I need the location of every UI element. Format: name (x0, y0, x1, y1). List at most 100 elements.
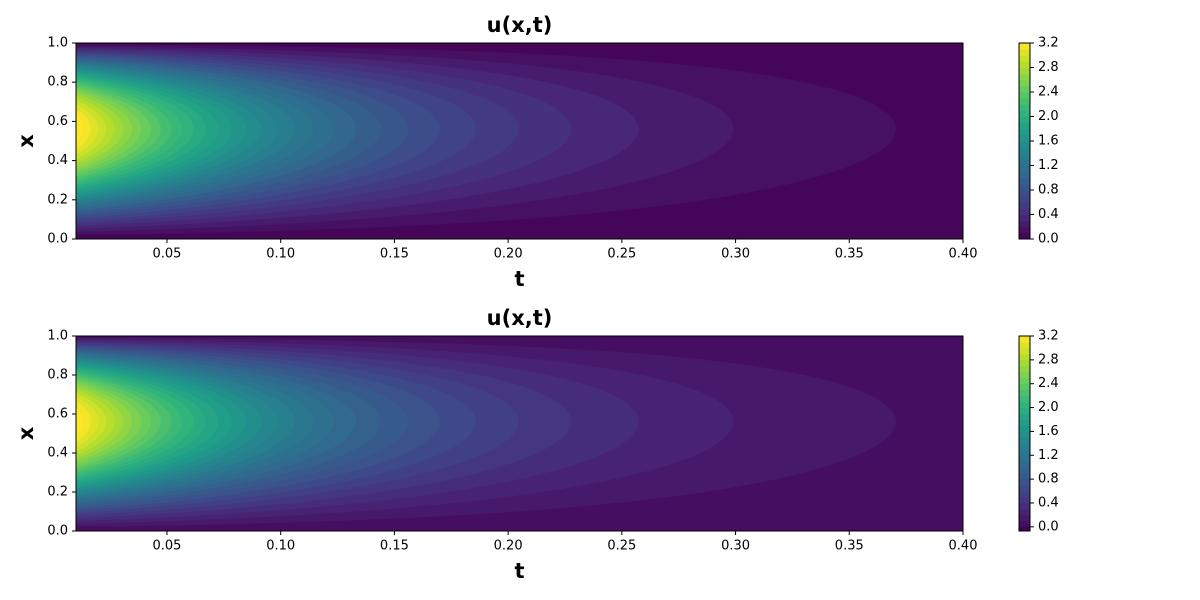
x-tick-label: 0.40 (949, 247, 978, 262)
colorbar-tick-label: 0.8 (1038, 472, 1059, 487)
colorbar-band (1019, 61, 1030, 68)
colorbar-band (1019, 73, 1030, 81)
colorbar-frame (1018, 335, 1031, 532)
x-tick-label: 0.15 (380, 539, 409, 554)
colorbar-band (1019, 425, 1030, 432)
x-tick-label: 0.05 (152, 539, 181, 554)
colorbar-band (1019, 171, 1030, 179)
y-tick-label: 0.0 (47, 232, 68, 247)
contour-fill (76, 407, 84, 436)
y-tick-label: 0.4 (47, 153, 68, 168)
colorbar (1019, 336, 1030, 531)
colorbar-band (1019, 395, 1030, 403)
y-tick-label: 0.2 (47, 485, 68, 500)
y-tick-label: 0.6 (47, 407, 68, 422)
colorbar-band (1019, 347, 1030, 355)
colorbar-band (1019, 353, 1030, 361)
colorbar-band (1019, 365, 1030, 373)
contour-fill (76, 115, 84, 144)
colorbar-band (1019, 92, 1030, 99)
y-tick-label: 0.8 (47, 75, 68, 90)
colorbar-tick-label: 3.2 (1038, 36, 1059, 51)
colorbar-band (1019, 98, 1030, 105)
colorbar-band (1019, 104, 1030, 111)
colorbar-band (1019, 401, 1030, 409)
plot-area (76, 336, 963, 531)
colorbar-band (1019, 520, 1030, 528)
colorbar-band (1019, 473, 1030, 480)
colorbar-band (1019, 514, 1030, 522)
x-tick-label: 0.20 (494, 539, 523, 554)
x-tick-label: 0.35 (835, 247, 864, 262)
colorbar-band (1019, 383, 1030, 391)
x-tick-label: 0.25 (607, 247, 636, 262)
colorbar-band (1019, 196, 1030, 203)
colorbar-tick-label: 2.4 (1038, 85, 1059, 100)
x-tick-label: 0.15 (380, 247, 409, 262)
colorbar-band (1019, 389, 1030, 397)
colorbar-tick-label: 0.0 (1038, 232, 1059, 247)
x-tick-label: 0.20 (494, 247, 523, 262)
colorbar-band (1019, 159, 1030, 166)
colorbar-band (1019, 134, 1030, 142)
colorbar-band (1019, 122, 1030, 130)
colorbar-band (1019, 491, 1030, 498)
colorbar-band (1019, 43, 1030, 50)
colorbar-tick-label: 2.8 (1038, 60, 1059, 75)
colorbar-band (1019, 226, 1030, 234)
x-tick-label: 0.40 (949, 539, 978, 554)
colorbar-tick-label: 2.8 (1038, 352, 1059, 367)
axes-frame (75, 42, 964, 240)
colorbar-band (1019, 479, 1030, 486)
x-tick-label: 0.30 (721, 247, 750, 262)
colorbar-band (1019, 437, 1030, 444)
colorbar-band (1019, 407, 1030, 415)
colorbar-band (1019, 208, 1030, 215)
colorbar-band (1019, 419, 1030, 426)
colorbar-tick-label: 0.4 (1038, 207, 1059, 222)
colorbar-tick-label: 2.4 (1038, 376, 1059, 391)
plot-area (76, 43, 963, 239)
colorbar-band (1019, 85, 1030, 93)
colorbar-band (1019, 502, 1030, 510)
y-tick-label: 0.4 (47, 446, 68, 461)
colorbar-tick-label: 1.2 (1038, 448, 1059, 463)
colorbar-band (1019, 165, 1030, 173)
x-tick-label: 0.35 (835, 539, 864, 554)
colorbar-band (1019, 128, 1030, 136)
x-tick-label: 0.05 (152, 247, 181, 262)
colorbar-tick-label: 2.0 (1038, 400, 1059, 415)
y-tick-label: 0.2 (47, 192, 68, 207)
x-tick-label: 0.10 (266, 247, 295, 262)
colorbar-band (1019, 202, 1030, 209)
x-tick-label: 0.25 (607, 539, 636, 554)
colorbar-tick-label: 1.6 (1038, 424, 1059, 439)
colorbar-tick-label: 0.4 (1038, 495, 1059, 510)
colorbar-band (1019, 153, 1030, 160)
colorbar-tick-label: 0.8 (1038, 183, 1059, 198)
colorbar (1019, 43, 1030, 240)
colorbar-band (1019, 497, 1030, 504)
colorbar-band (1019, 110, 1030, 117)
y-tick-label: 1.0 (47, 329, 68, 344)
colorbar-tick-label: 1.2 (1038, 158, 1059, 173)
colorbar-band (1019, 461, 1030, 468)
colorbar-band (1019, 485, 1030, 492)
colorbar-band (1019, 190, 1030, 197)
x-axis-label: t (514, 559, 524, 583)
colorbar-band (1019, 214, 1030, 222)
colorbar-band (1019, 377, 1030, 385)
x-axis-label: t (514, 267, 524, 291)
colorbar-band (1019, 508, 1030, 516)
y-axis-label: x (14, 426, 38, 440)
colorbar-band (1019, 359, 1030, 367)
colorbar-band (1019, 526, 1030, 531)
colorbar-band (1019, 371, 1030, 379)
colorbar-band (1019, 147, 1030, 154)
y-tick-label: 1.0 (47, 36, 68, 51)
colorbar-band (1019, 79, 1030, 87)
colorbar-band (1019, 455, 1030, 462)
colorbar-tick-label: 3.2 (1038, 329, 1059, 344)
colorbar-band (1019, 449, 1030, 456)
